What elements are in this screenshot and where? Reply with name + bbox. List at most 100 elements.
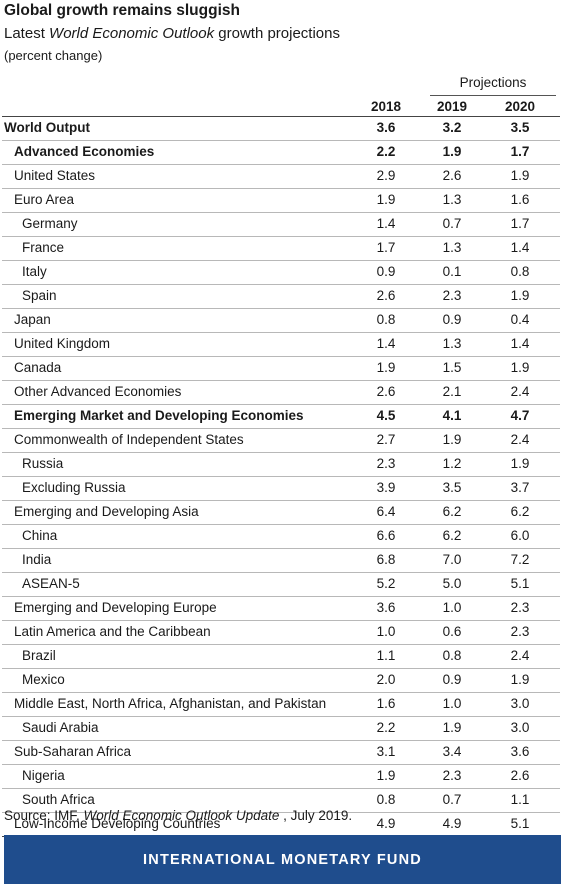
value-2019: 1.9 [442, 432, 462, 447]
value-2019: 0.1 [442, 264, 462, 279]
row-label: Canada [14, 360, 62, 375]
value-2018: 2.0 [376, 672, 396, 687]
value-2018: 3.6 [376, 600, 396, 615]
row-label: Sub-Saharan Africa [14, 744, 132, 759]
year-2018: 2018 [370, 99, 402, 114]
value-2020: 2.3 [510, 624, 530, 639]
value-2018: 1.0 [376, 624, 396, 639]
value-2020: 3.7 [510, 480, 530, 495]
value-2020: 5.1 [510, 816, 530, 831]
value-2019: 0.6 [442, 624, 462, 639]
row-label: Commonwealth of Independent States [14, 432, 244, 447]
table-row: Italy 0.9 0.1 0.8 [2, 261, 560, 285]
value-2019: 1.2 [442, 456, 462, 471]
value-2018: 1.9 [376, 192, 396, 207]
value-2018: 0.8 [376, 312, 396, 327]
table-row: United Kingdom 1.4 1.3 1.4 [2, 333, 560, 357]
value-2018: 3.1 [376, 744, 396, 759]
imf-banner-text: INTERNATIONAL MONETARY FUND [143, 852, 422, 868]
value-2019: 3.4 [442, 744, 462, 759]
row-label: Italy [22, 264, 47, 279]
value-2018: 1.1 [376, 648, 396, 663]
value-2019: 1.5 [442, 360, 462, 375]
header-rule [2, 116, 560, 117]
subtitle-prefix: Latest [4, 25, 50, 42]
table-row: Brazil 1.1 0.8 2.4 [2, 645, 560, 669]
table-row: Mexico 2.0 0.9 1.9 [2, 669, 560, 693]
value-2019: 2.3 [442, 288, 462, 303]
source-suffix: , July 2019. [279, 808, 353, 823]
value-2018: 5.2 [376, 576, 396, 591]
value-2018: 2.3 [376, 456, 396, 471]
value-2020: 1.6 [510, 192, 530, 207]
row-label: Emerging and Developing Asia [14, 504, 199, 519]
row-label: Advanced Economies [14, 144, 155, 159]
value-2018: 2.6 [376, 384, 396, 399]
value-2019: 1.0 [442, 600, 462, 615]
row-label: World Output [4, 120, 90, 135]
year-2019: 2019 [436, 99, 468, 114]
value-2020: 3.5 [510, 120, 530, 135]
value-2020: 2.4 [510, 648, 530, 663]
value-2018: 6.4 [376, 504, 396, 519]
value-2018: 6.8 [376, 552, 396, 567]
value-2020: 3.6 [510, 744, 530, 759]
value-2018: 1.6 [376, 696, 396, 711]
table-row: Spain 2.6 2.3 1.9 [2, 285, 560, 309]
year-2020: 2020 [504, 99, 536, 114]
row-label: Nigeria [22, 768, 65, 783]
source-prefix: Source: IMF, [4, 808, 84, 823]
value-2018: 1.7 [376, 240, 396, 255]
value-2019: 1.3 [442, 240, 462, 255]
value-2019: 3.2 [442, 120, 462, 135]
table-row: South Africa 0.8 0.7 1.1 [2, 789, 560, 813]
value-2020: 1.4 [510, 240, 530, 255]
value-2018: 0.8 [376, 792, 396, 807]
row-label: Emerging Market and Developing Economies [14, 408, 304, 423]
value-2018: 2.7 [376, 432, 396, 447]
value-2019: 6.2 [442, 504, 462, 519]
row-label: Mexico [22, 672, 65, 687]
year-header: 2018 2019 2020 [0, 99, 564, 119]
value-2018: 1.9 [376, 360, 396, 375]
row-label: Spain [22, 288, 57, 303]
table-row: United States 2.9 2.6 1.9 [2, 165, 560, 189]
table-row: Nigeria 1.9 2.3 2.6 [2, 765, 560, 789]
growth-table: World Output 3.6 3.2 3.5 Advanced Economies 2… [2, 117, 560, 837]
value-2020: 2.3 [510, 600, 530, 615]
value-2019: 7.0 [442, 552, 462, 567]
row-label: United Kingdom [14, 336, 111, 351]
value-2020: 5.1 [510, 576, 530, 591]
value-2020: 6.2 [510, 504, 530, 519]
value-2018: 2.6 [376, 288, 396, 303]
value-2018: 2.9 [376, 168, 396, 183]
table-row: Canada 1.9 1.5 1.9 [2, 357, 560, 381]
unit-note: (percent change) [4, 48, 103, 63]
value-2019: 0.8 [442, 648, 462, 663]
value-2018: 3.6 [376, 120, 396, 135]
value-2019: 4.9 [442, 816, 462, 831]
table-row: Emerging and Developing Europe 3.6 1.0 2.3 [2, 597, 560, 621]
value-2018: 2.2 [376, 720, 396, 735]
row-label: ASEAN-5 [22, 576, 80, 591]
value-2019: 1.3 [442, 336, 462, 351]
page-subtitle: Latest World Economic Outlook growth pro… [4, 25, 340, 42]
value-2020: 1.4 [510, 336, 530, 351]
value-2018: 3.9 [376, 480, 396, 495]
value-2020: 2.6 [510, 768, 530, 783]
table-row: Latin America and the Caribbean 1.0 0.6 2.3 [2, 621, 560, 645]
row-label: Germany [22, 216, 78, 231]
row-label: Brazil [22, 648, 56, 663]
value-2018: 1.9 [376, 768, 396, 783]
row-label: South Africa [22, 792, 95, 807]
value-2020: 1.1 [510, 792, 530, 807]
table-row: Emerging Market and Developing Economies… [2, 405, 560, 429]
source-italic: World Economic Outlook Update [83, 808, 280, 823]
value-2020: 7.2 [510, 552, 530, 567]
value-2019: 4.1 [442, 408, 462, 423]
value-2018: 2.2 [376, 144, 396, 159]
value-2018: 4.9 [376, 816, 396, 831]
table-row: Emerging and Developing Asia 6.4 6.2 6.2 [2, 501, 560, 525]
value-2018: 1.4 [376, 216, 396, 231]
value-2018: 0.9 [376, 264, 396, 279]
